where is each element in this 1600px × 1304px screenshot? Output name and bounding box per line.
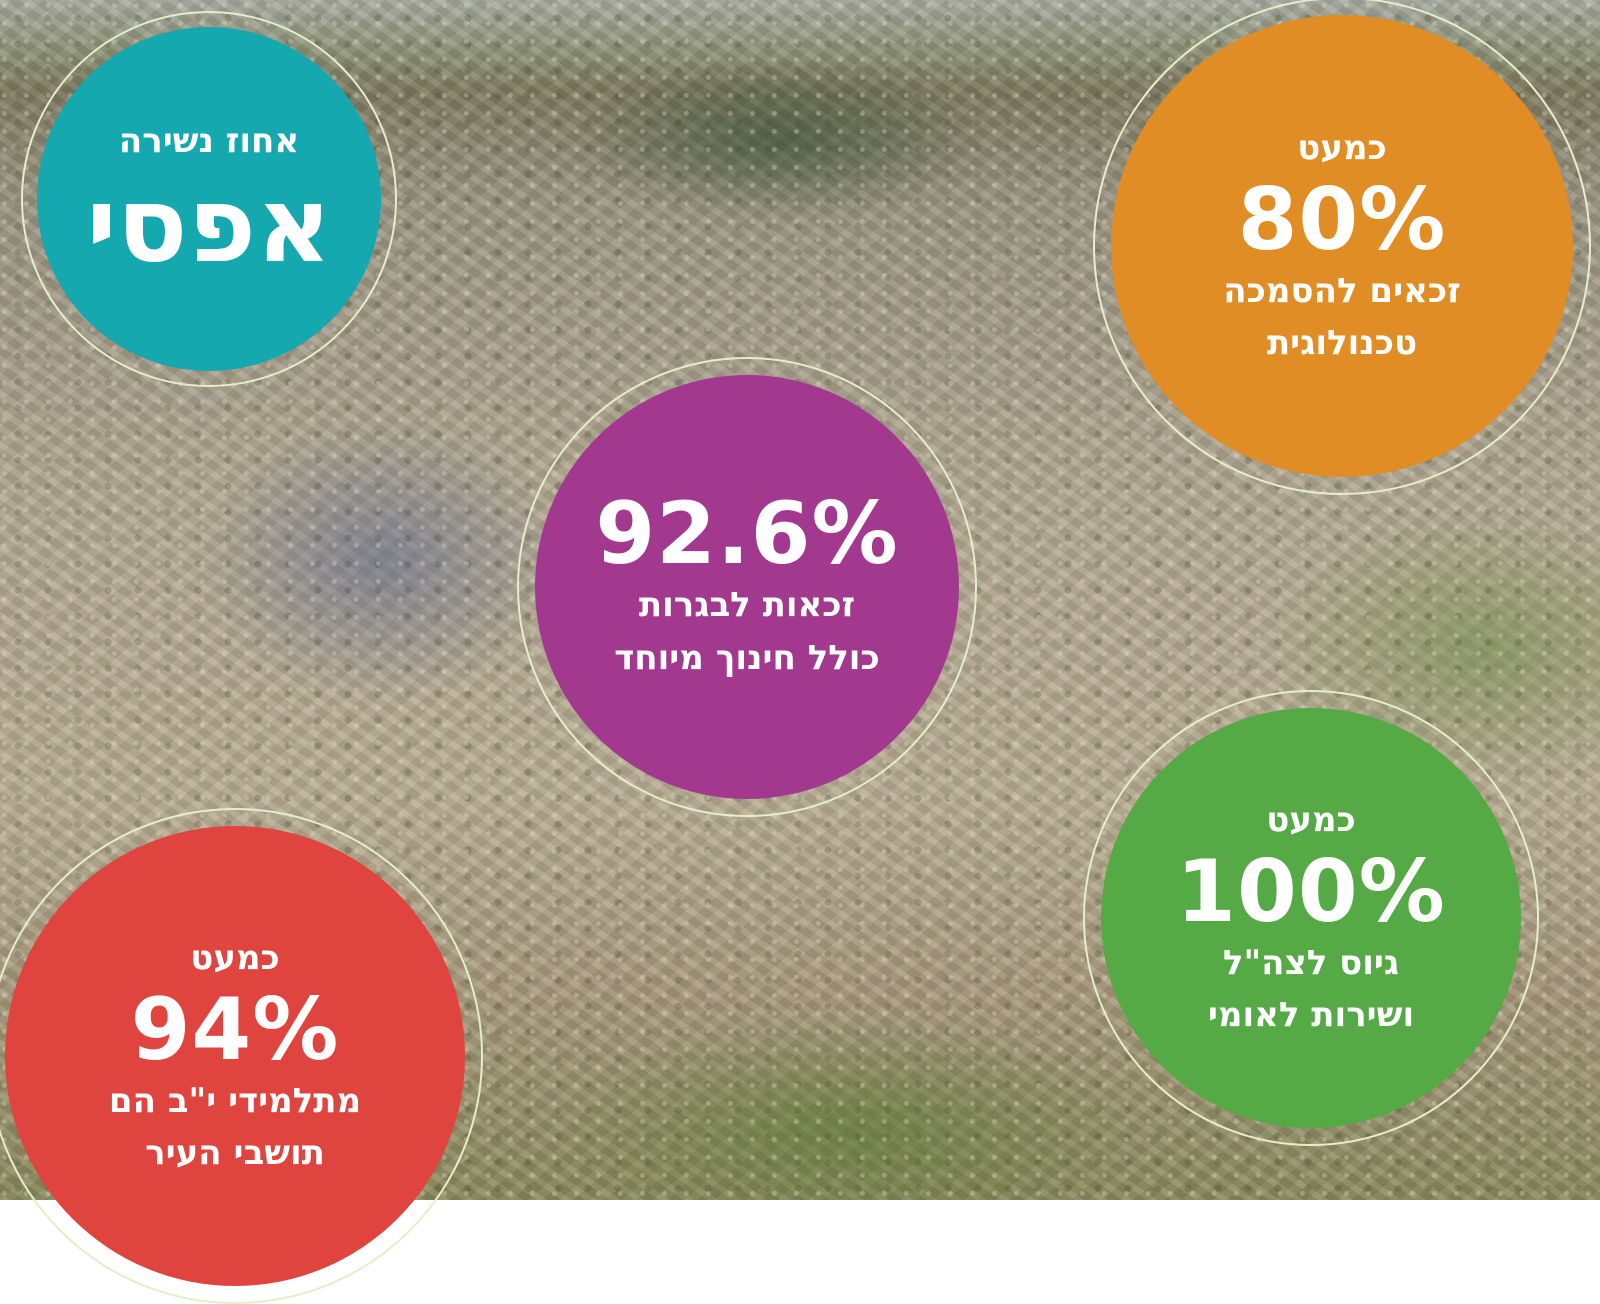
stat-sub: כולל חינוך מיוחד [614, 638, 880, 679]
stat-value: 80% [1237, 169, 1447, 270]
stat-label: כמעט [1266, 799, 1356, 840]
stat-bagrut: 92.6% זכאות לבגרות כולל חינוך מיוחד [535, 375, 959, 799]
stat-sub: ושירות לאומי [1207, 995, 1415, 1036]
stat-tech: כמעט 80% זכאים להסמכה טכנולוגית [1111, 15, 1573, 477]
teal-ring [21, 11, 397, 387]
stat-label: כמעט [1297, 127, 1387, 168]
stat-value: אפסי [86, 164, 332, 287]
stat-sub: תושבי העיר [145, 1133, 325, 1174]
stat-value: 92.6% [595, 484, 899, 585]
stat-label: אחוז נשירה [118, 121, 300, 162]
stat-dropout: אחוז נשירה אפסי [37, 27, 381, 371]
stat-sub: זכאות לבגרות [638, 585, 856, 626]
orange-ring [1093, 0, 1591, 495]
stat-sub: זכאים להסמכה [1223, 270, 1461, 311]
stat-value: 100% [1176, 841, 1446, 942]
green-ring [1083, 690, 1539, 1146]
stat-residents: כמעט 94% מתלמידי י"ב הם תושבי העיר [5, 826, 465, 1286]
stat-sub: מתלמידי י"ב הם [108, 1080, 362, 1121]
purple-ring [517, 357, 977, 817]
stat-value: 94% [130, 979, 340, 1080]
stat-army: כמעט 100% גיוס לצה"ל ושירות לאומי [1101, 708, 1521, 1128]
stat-label: כמעט [190, 937, 280, 978]
stat-sub: גיוס לצה"ל [1222, 942, 1400, 983]
stat-sub: טכנולוגית [1266, 323, 1418, 364]
